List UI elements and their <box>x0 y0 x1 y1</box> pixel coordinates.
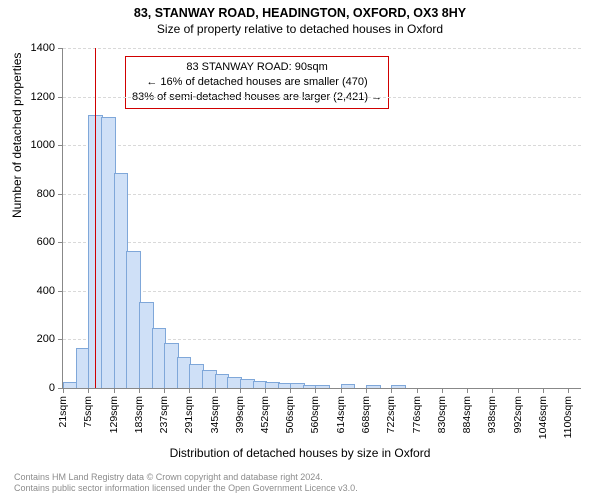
xtick-label: 1100sqm <box>562 396 574 438</box>
xtick-mark <box>366 388 367 393</box>
x-axis-label: Distribution of detached houses by size … <box>0 446 600 460</box>
xtick-label: 183sqm <box>133 396 145 433</box>
xtick-label: 291sqm <box>183 396 195 433</box>
xtick-label: 345sqm <box>209 396 221 433</box>
xtick-label: 1046sqm <box>537 396 549 439</box>
xtick-mark <box>568 388 569 393</box>
ytick-label: 0 <box>49 382 55 394</box>
gridline-h <box>63 48 581 49</box>
xtick-mark <box>315 388 316 393</box>
xtick-label: 722sqm <box>385 396 397 433</box>
ytick-label: 1000 <box>31 139 55 151</box>
ytick-label: 400 <box>37 285 55 297</box>
gridline-h <box>63 242 581 243</box>
xtick-label: 21sqm <box>57 396 69 428</box>
page-title: 83, STANWAY ROAD, HEADINGTON, OXFORD, OX… <box>0 0 600 20</box>
xtick-mark <box>215 388 216 393</box>
annotation-line-2: ← 16% of detached houses are smaller (47… <box>132 75 382 90</box>
annotation-box: 83 STANWAY ROAD: 90sqm ← 16% of detached… <box>125 56 389 109</box>
xtick-mark <box>543 388 544 393</box>
ytick-mark <box>58 339 63 340</box>
xtick-label: 938sqm <box>486 396 498 433</box>
gridline-h <box>63 97 581 98</box>
ytick-label: 200 <box>37 333 55 345</box>
ytick-label: 1400 <box>31 42 55 54</box>
xtick-mark <box>139 388 140 393</box>
xtick-mark <box>518 388 519 393</box>
plot-area: 83 STANWAY ROAD: 90sqm ← 16% of detached… <box>62 48 581 389</box>
histogram-bar <box>391 385 406 388</box>
histogram-bar <box>366 385 381 388</box>
histogram-bar <box>341 384 356 388</box>
xtick-label: 399sqm <box>234 396 246 433</box>
property-marker-line <box>95 48 96 388</box>
xtick-mark <box>442 388 443 393</box>
xtick-mark <box>265 388 266 393</box>
ytick-mark <box>58 194 63 195</box>
xtick-mark <box>492 388 493 393</box>
gridline-h <box>63 194 581 195</box>
page-subtitle: Size of property relative to detached ho… <box>0 22 600 36</box>
gridline-h <box>63 145 581 146</box>
xtick-label: 884sqm <box>461 396 473 433</box>
ytick-mark <box>58 145 63 146</box>
xtick-label: 776sqm <box>411 396 423 433</box>
y-axis-label: Number of detached properties <box>10 53 24 218</box>
xtick-label: 506sqm <box>284 396 296 433</box>
xtick-mark <box>240 388 241 393</box>
footer-credits: Contains HM Land Registry data © Crown c… <box>14 472 358 495</box>
ytick-mark <box>58 242 63 243</box>
xtick-mark <box>189 388 190 393</box>
xtick-label: 560sqm <box>309 396 321 433</box>
ytick-mark <box>58 48 63 49</box>
histogram-bar <box>315 385 330 388</box>
footer-line-2: Contains public sector information licen… <box>14 483 358 494</box>
chart-container: 83, STANWAY ROAD, HEADINGTON, OXFORD, OX… <box>0 0 600 500</box>
annotation-line-1: 83 STANWAY ROAD: 90sqm <box>132 60 382 75</box>
xtick-label: 452sqm <box>259 396 271 433</box>
xtick-mark <box>63 388 64 393</box>
ytick-label: 1200 <box>31 91 55 103</box>
xtick-label: 75sqm <box>82 396 94 428</box>
xtick-mark <box>290 388 291 393</box>
xtick-mark <box>164 388 165 393</box>
ytick-mark <box>58 97 63 98</box>
xtick-label: 129sqm <box>108 396 120 433</box>
xtick-label: 668sqm <box>360 396 372 433</box>
xtick-mark <box>391 388 392 393</box>
xtick-mark <box>417 388 418 393</box>
xtick-mark <box>114 388 115 393</box>
ytick-label: 600 <box>37 236 55 248</box>
xtick-label: 614sqm <box>335 396 347 433</box>
xtick-label: 830sqm <box>436 396 448 433</box>
xtick-mark <box>341 388 342 393</box>
xtick-mark <box>88 388 89 393</box>
ytick-label: 800 <box>37 188 55 200</box>
xtick-label: 992sqm <box>512 396 524 433</box>
xtick-label: 237sqm <box>158 396 170 433</box>
xtick-mark <box>467 388 468 393</box>
footer-line-1: Contains HM Land Registry data © Crown c… <box>14 472 358 483</box>
ytick-mark <box>58 291 63 292</box>
